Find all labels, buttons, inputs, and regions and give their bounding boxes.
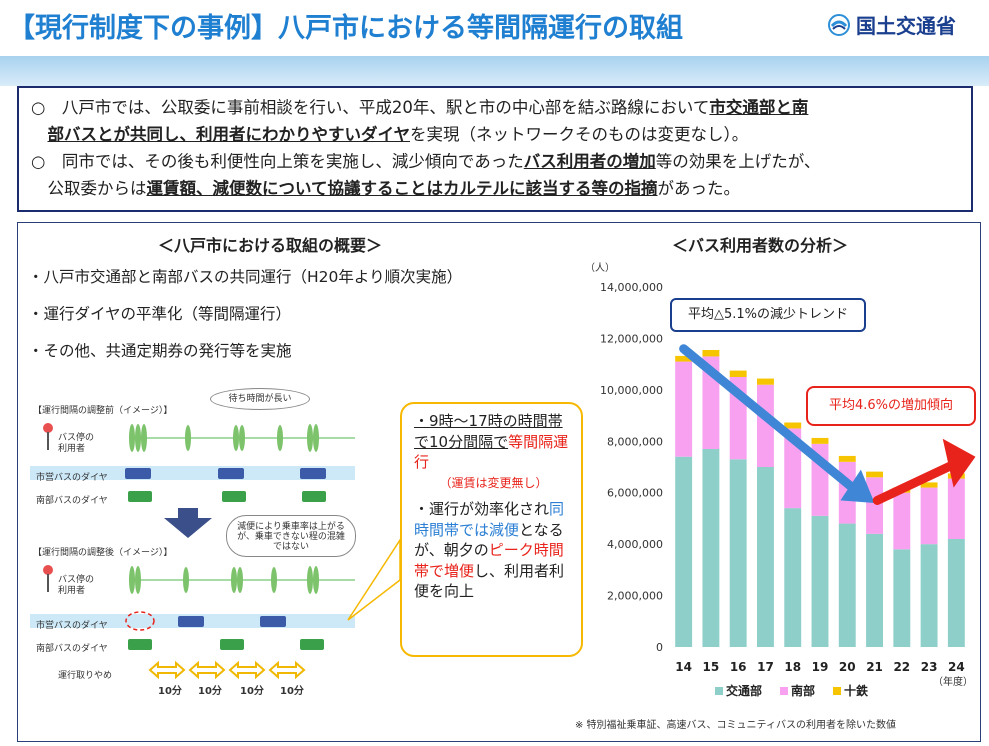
interval-label: 10分	[240, 686, 264, 697]
overview-bullet: ・その他、共通定期券の発行等を実施	[28, 342, 292, 360]
decrease-trend-arrow	[679, 344, 860, 495]
callout-point-2: ・運行が効率化され同時間帯では減便となるが、朝夕のピーク時間帯で増便し、利用者利…	[414, 500, 565, 600]
x-tick-label: 20	[839, 660, 856, 674]
chart-title: ＜バス利用者数の分析＞	[672, 236, 849, 255]
y-unit-label: （人）	[585, 262, 615, 274]
bar-segment	[784, 508, 802, 647]
nanbu-bus-label: 南部バスのダイヤ	[36, 644, 108, 654]
bar-segment	[702, 350, 720, 357]
bar-segment	[838, 455, 856, 462]
x-tick-label: 21	[866, 660, 883, 674]
summary-line-4: 公取委からは運賃額、減便数について協議することはカルテルに該当する等の指摘があっ…	[31, 179, 741, 198]
overview-title: ＜八戸市における取組の概要＞	[158, 236, 383, 255]
bar-segment	[757, 384, 774, 467]
x-tick-label: 23	[921, 660, 938, 674]
increase-trend-arrow	[872, 459, 959, 505]
bar-segment	[729, 370, 747, 377]
legend-swatch	[715, 687, 723, 695]
bar-segment	[947, 478, 965, 539]
bar-segment	[866, 477, 883, 534]
x-tick-label: 24	[948, 660, 965, 674]
x-tick-label: 14	[675, 660, 692, 674]
bar-segment	[675, 361, 693, 457]
y-tick-label: 10,000,000	[600, 384, 663, 397]
bar-segment	[729, 459, 747, 647]
x-tick-label: 17	[757, 660, 774, 674]
interval-label: 10分	[158, 686, 182, 697]
x-tick-label: 16	[730, 660, 747, 674]
bar-segment	[784, 422, 802, 429]
y-tick-label: 0	[656, 641, 663, 654]
header-band	[0, 56, 989, 86]
bar-segment	[675, 355, 693, 362]
city-bus-label: 市営バスのダイヤ	[36, 621, 108, 631]
legend-swatch	[833, 687, 841, 695]
bar-segment	[675, 456, 693, 647]
callout-box: ・9時〜17時の時間帯で10分間隔で等間隔運行 （運賃は変更無し） ・運行が効率…	[400, 402, 583, 657]
interval-label: 10分	[280, 686, 304, 697]
diagram-after-label: 【運行間隔の調整後（イメージ）】	[33, 548, 173, 558]
y-tick-label: 6,000,000	[607, 487, 663, 500]
decrease-arrow-head	[840, 469, 875, 503]
diagram-before-label: 【運行間隔の調整前（イメージ）】	[33, 406, 173, 416]
y-tick-label: 2,000,000	[607, 590, 663, 603]
legend-label: 交通部	[726, 683, 762, 698]
bar-segment	[702, 449, 720, 647]
ministry-name: 国土交通省	[856, 14, 956, 38]
crowd-bubble: 減便により乗車率は上がるが、乗車できない程の混雑ではない	[226, 515, 356, 557]
wait-bubble: 待ち時間が長い	[210, 388, 310, 410]
legend-label: 南部	[791, 683, 815, 698]
increase-arrow-head	[942, 438, 976, 488]
y-tick-label: 8,000,000	[607, 435, 663, 448]
cancelled-label: 運行取りやめ	[58, 671, 113, 681]
legend-swatch	[780, 687, 788, 695]
interval-label: 10分	[198, 686, 222, 697]
y-tick-label: 14,000,000	[600, 281, 663, 294]
nanbu-bus-label: 南部バスのダイヤ	[36, 496, 108, 506]
bar-segment	[893, 492, 911, 550]
summary-line-3: ○ 同市では、その後も利便性向上策を実施し、減少傾向であったバス利用者の増加等の…	[31, 152, 821, 171]
summary-box: ○ 八戸市では、公取委に事前相談を行い、平成20年、駅と市の中心部を結ぶ路線にお…	[17, 86, 973, 212]
bar-segment	[838, 523, 856, 647]
bar-segment	[920, 487, 938, 545]
summary-line-1: ○ 八戸市では、公取委に事前相談を行い、平成20年、駅と市の中心部を結ぶ路線にお…	[31, 98, 809, 117]
y-tick-label: 4,000,000	[607, 538, 663, 551]
bus-ridership-chart: （人） 0 2,000,000 4,000,000 6,000,000 8,000,000…	[585, 262, 976, 698]
callout-point-1: ・9時〜17時の時間帯で10分間隔で等間隔運行 （運賃は変更無し）	[414, 412, 569, 490]
legend-label: 十鉄	[844, 683, 868, 698]
bar-segment	[920, 544, 938, 647]
x-tick-label: 19	[812, 660, 829, 674]
summary-line-2: 部バスとが共同し、利用者にわかりやすいダイヤを実現（ネットワークそのものは変更な…	[47, 125, 749, 144]
city-bus-label: 市営バスのダイヤ	[36, 473, 108, 483]
bar-segment	[811, 515, 829, 647]
overview-bullet: ・八戸市交通部と南部バスの共同運行（H20年より順次実施）	[28, 268, 463, 286]
decrease-trend-annotation: 平均△5.1%の減少トレンド	[670, 298, 866, 332]
y-tick-label: 12,000,000	[600, 332, 663, 345]
ministry-logo: 国土交通省	[828, 10, 956, 39]
bar-segment	[757, 378, 774, 385]
bar-segment	[920, 482, 938, 488]
x-axis-label: （年度）	[933, 675, 973, 688]
x-tick-label: 18	[784, 660, 801, 674]
increase-trend-annotation: 平均4.6%の増加傾向	[806, 386, 976, 426]
bar-segment	[947, 539, 965, 647]
x-tick-label: 22	[893, 660, 910, 674]
page-title: 【現行制度下の事例】八戸市における等間隔運行の取組	[8, 13, 683, 44]
bar-segment	[866, 471, 883, 478]
bar-segment	[784, 428, 802, 509]
overview-bullet: ・運行ダイヤの平準化（等間隔運行）	[28, 305, 292, 323]
mlit-logo-icon	[828, 13, 850, 36]
bar-segment	[866, 533, 883, 647]
bus-stop-user-label: バス停の利用者	[58, 575, 95, 596]
footnote: ※ 特別福祉乗車証、高速バス、コミュニティバスの利用者を除いた数値	[575, 720, 896, 731]
bar-segment	[811, 437, 829, 444]
x-tick-label: 15	[703, 660, 720, 674]
bus-stop-user-label: バス停の利用者	[58, 433, 95, 454]
bar-segment	[893, 549, 911, 647]
interval-diagram	[30, 423, 400, 680]
bar-segment	[757, 467, 774, 647]
